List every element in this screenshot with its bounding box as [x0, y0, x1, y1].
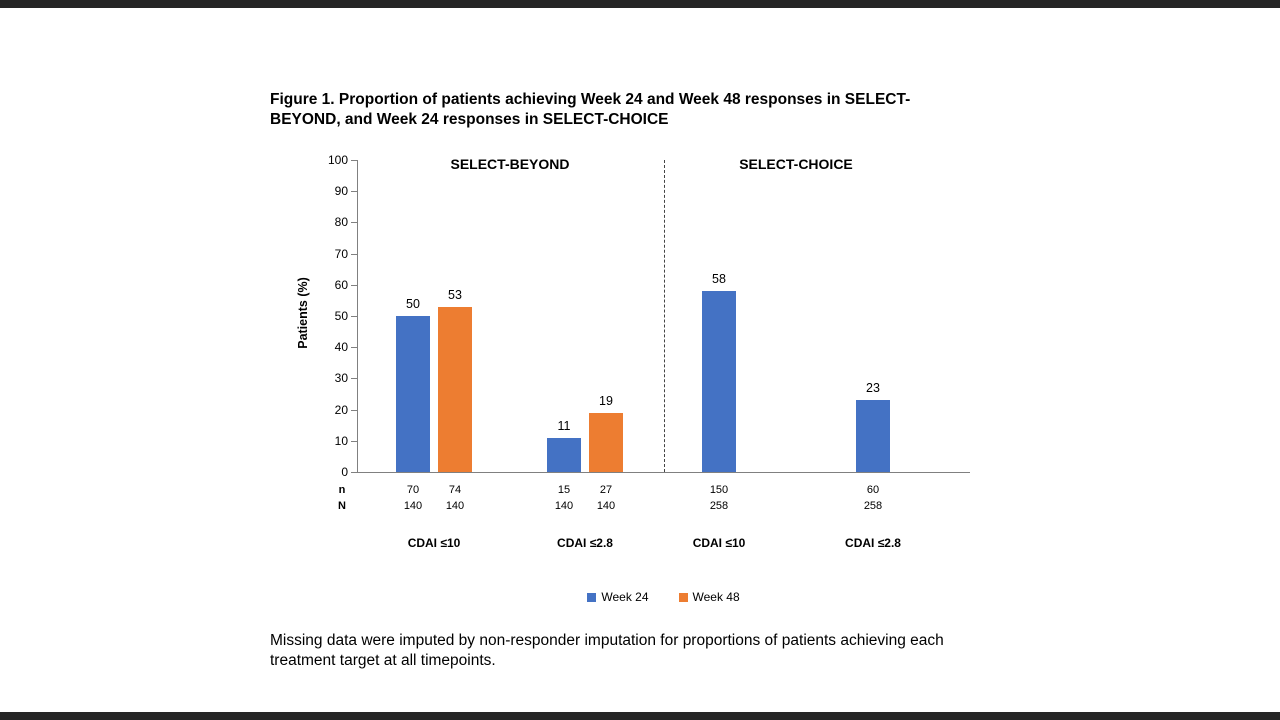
- bar-value-label: 53: [448, 287, 462, 302]
- y-tick-label: 50: [334, 309, 348, 323]
- n-value: 74: [448, 484, 462, 496]
- legend-item: Week 24: [587, 590, 649, 604]
- y-tick-mark: [351, 316, 357, 317]
- y-tick-label: 20: [334, 402, 348, 417]
- panel-title: SELECT-CHOICE: [739, 156, 853, 172]
- category-label: CDAI ≤10: [407, 536, 461, 550]
- y-tick-mark: [351, 440, 357, 442]
- bar-value-label: 19: [599, 393, 613, 408]
- legend-label: Week 48: [692, 590, 740, 604]
- big-n-value: 140: [554, 500, 574, 512]
- y-tick-label: 70: [334, 246, 348, 261]
- bar-value-label: 23: [866, 381, 880, 396]
- big-n-value: 140: [445, 500, 465, 512]
- bar-value-label: 50: [406, 297, 420, 311]
- y-tick-label: 10: [334, 433, 348, 448]
- n-value: 27: [599, 484, 613, 496]
- y-tick-label: 60: [334, 277, 348, 292]
- legend-swatch-week-24: [587, 592, 597, 602]
- n-value: 60: [866, 484, 880, 496]
- bar-value-label: 11: [557, 418, 571, 433]
- category-label: CDAI ≤10: [692, 536, 746, 550]
- big-n-row-label: N: [338, 500, 346, 512]
- panel-separator-dashed-line: [664, 160, 665, 472]
- top-border-strip: [0, 0, 1280, 8]
- bar-week-48: [589, 412, 623, 472]
- n-value: 15: [557, 484, 571, 496]
- y-tick-mark: [351, 378, 357, 380]
- bar-value-label: 58: [712, 272, 726, 287]
- y-tick-label: 0: [341, 465, 348, 479]
- y-tick-mark: [351, 347, 357, 349]
- y-tick-label: 80: [334, 215, 348, 230]
- legend-item: Week 48: [678, 590, 740, 604]
- legend: Week 24 Week 48: [357, 590, 970, 604]
- n-row-label: n: [338, 484, 346, 496]
- legend-swatch-week-48: [678, 592, 688, 602]
- figure-title: Figure 1. Proportion of patients achievi…: [270, 91, 911, 129]
- bar-week-48: [438, 306, 472, 472]
- x-axis-line: [357, 472, 970, 473]
- bar-week-24: [396, 316, 430, 472]
- big-n-value: 140: [403, 500, 423, 512]
- y-tick-label: 40: [334, 340, 348, 355]
- footnote: Missing data were imputed by non-respond…: [270, 632, 944, 670]
- y-axis-line: [357, 160, 358, 473]
- n-value: 70: [406, 484, 420, 496]
- bar-week-24: [547, 437, 581, 472]
- y-tick-label: 90: [334, 184, 348, 199]
- y-tick-mark: [351, 472, 357, 473]
- big-n-value: 140: [596, 500, 616, 512]
- panel-title: SELECT-BEYOND: [450, 156, 570, 172]
- y-tick-label: 30: [334, 371, 348, 386]
- y-tick-mark: [351, 191, 357, 193]
- category-label: CDAI ≤2.8: [845, 536, 901, 550]
- bar-week-24: [856, 400, 890, 472]
- y-tick-mark: [351, 409, 357, 411]
- big-n-value: 258: [863, 500, 883, 512]
- bottom-border-strip: [0, 712, 1280, 720]
- bar-week-24: [702, 291, 736, 472]
- y-tick-label: 100: [327, 153, 348, 167]
- legend-label: Week 24: [601, 590, 649, 604]
- n-value: 150: [709, 484, 729, 496]
- y-tick-mark: [351, 253, 357, 255]
- big-n-value: 258: [709, 500, 729, 512]
- y-tick-mark: [351, 284, 357, 286]
- category-label: CDAI ≤2.8: [557, 536, 613, 550]
- y-tick-mark: [351, 160, 357, 161]
- y-axis-label: Patients (%): [296, 277, 310, 349]
- y-tick-mark: [351, 222, 357, 224]
